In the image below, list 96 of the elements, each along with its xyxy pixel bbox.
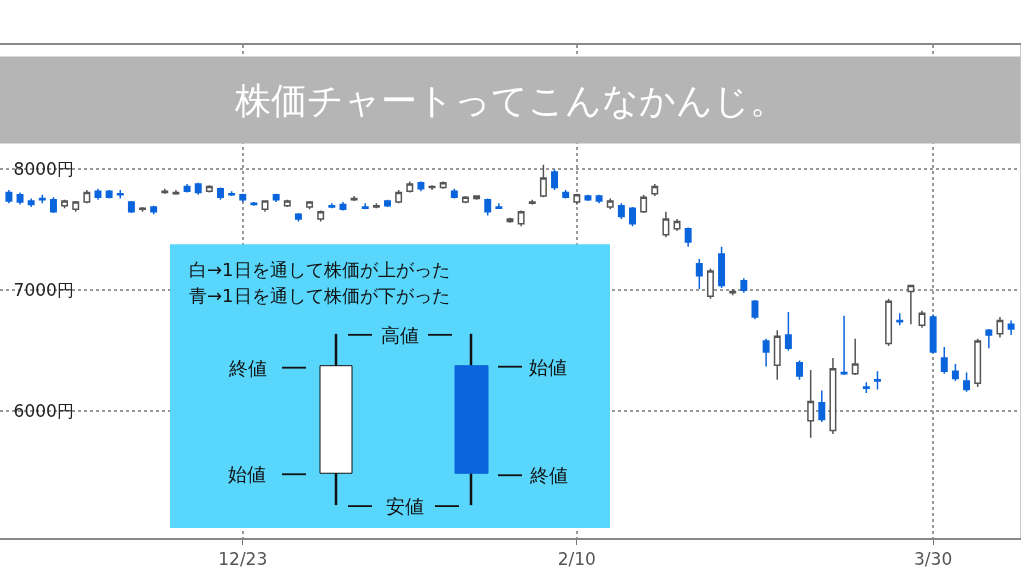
candlestick [684, 226, 692, 248]
candlestick [651, 183, 659, 197]
x-tick-label: 12/23 [218, 549, 268, 569]
candlestick [61, 198, 69, 209]
candlestick [272, 192, 280, 203]
candlestick [840, 314, 848, 376]
annotation: 安値 [386, 495, 424, 517]
candlestick [294, 212, 302, 223]
annotation: 終値 [228, 357, 267, 379]
candlestick [851, 337, 859, 376]
y-tick-label: 7000円 [13, 280, 74, 301]
candlestick [1007, 319, 1015, 336]
candlestick [784, 311, 792, 352]
candlestick [706, 267, 714, 300]
candlestick [640, 194, 648, 214]
candlestick [996, 316, 1004, 339]
candlestick [539, 163, 547, 198]
candlestick [985, 328, 993, 350]
candlestick [873, 370, 881, 391]
candlestick [372, 202, 380, 209]
candlestick [517, 209, 525, 227]
candlestick [907, 284, 915, 325]
candlestick [740, 277, 748, 294]
candlestick [72, 200, 80, 213]
candlestick [473, 195, 481, 201]
candlestick [528, 198, 536, 206]
candlestick [339, 201, 347, 212]
candlestick [417, 180, 425, 192]
candlestick [818, 389, 826, 423]
candlestick [161, 188, 169, 195]
candlestick [27, 197, 35, 208]
candlestick [49, 196, 57, 214]
candlestick [317, 209, 325, 223]
candlestick [762, 337, 770, 368]
candlestick [139, 206, 147, 213]
annotation: 始値 [228, 463, 266, 485]
x-tick-label: 2/10 [557, 549, 596, 569]
candlestick [617, 202, 625, 220]
candlestick [940, 346, 948, 375]
candlestick [450, 188, 458, 200]
candlestick [595, 194, 603, 205]
candlestick [673, 218, 681, 232]
annotation: 青→1日を通して株価が下がった [189, 285, 450, 306]
annotation: 白→1日を通して株価が上がった [189, 259, 450, 280]
candlestick [662, 211, 670, 238]
candlestick [239, 192, 247, 203]
candlestick [484, 197, 492, 217]
candlestick [384, 198, 391, 208]
candlestick [283, 198, 291, 208]
candlestick [584, 194, 592, 202]
candlestick [94, 188, 102, 201]
candlestick [306, 200, 314, 211]
candlestick [829, 357, 837, 435]
candlestick [461, 195, 469, 205]
candlestick [929, 313, 937, 354]
candlestick [150, 204, 158, 215]
candlestick [807, 369, 815, 439]
candlestick [395, 189, 403, 205]
candlestick [361, 202, 369, 211]
candlestick [951, 363, 959, 382]
candlestick [573, 192, 581, 206]
candlestick [228, 190, 236, 197]
candlestick [5, 189, 13, 205]
candlestick [551, 168, 559, 191]
x-tick-label: 3/30 [914, 549, 953, 569]
candlestick [718, 246, 726, 289]
candlestick [796, 359, 803, 381]
annotation: 始値 [529, 356, 567, 378]
candlestick [105, 189, 113, 200]
candlestick [885, 298, 893, 347]
annotation: 高値 [381, 324, 419, 346]
candlestick [16, 191, 24, 206]
candlestick [83, 189, 91, 205]
candlestick [439, 180, 447, 190]
y-tick-label: 8000円 [13, 159, 74, 180]
candlestick [629, 206, 636, 227]
candlestick [773, 329, 781, 381]
candlestick [127, 200, 135, 214]
annotation: 終値 [529, 464, 568, 486]
candlestick [406, 180, 414, 194]
candlestick [328, 202, 336, 209]
candlestick [194, 182, 202, 196]
candlestick [261, 200, 269, 213]
candlestick [495, 202, 503, 209]
candlestick [695, 258, 703, 290]
candlestick [205, 184, 213, 194]
text: 株価チャートってこんなかんじ。 [234, 79, 786, 121]
candlestick [116, 189, 124, 200]
candlestick [862, 381, 870, 394]
y-tick-label: 6000円 [13, 401, 74, 422]
candlestick [606, 197, 614, 211]
candlestick [217, 186, 224, 201]
candlestick [963, 371, 971, 393]
candlestick [974, 337, 982, 388]
candlestick [562, 189, 570, 200]
candlestick [183, 183, 191, 194]
